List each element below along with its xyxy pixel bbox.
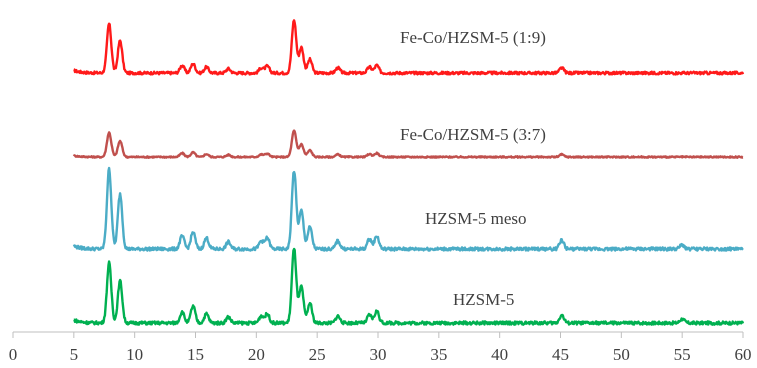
x-tick-label: 5 [70,345,79,364]
series-line-2 [72,129,744,159]
series-line-1 [73,19,745,76]
series-layer [72,19,745,326]
x-tick-label: 50 [613,345,630,364]
x-axis: 0 5 10 15 20 25 30 35 40 45 50 55 60 [9,331,752,364]
series-label-1: Fe-Co/HZSM-5 (1:9) [400,28,546,47]
x-tick-label: 45 [552,345,569,364]
series-label-4: HZSM-5 [453,290,514,309]
x-tick-label: 60 [735,345,752,364]
series-line-4 [73,247,745,326]
series-label-layer: Fe-Co/HZSM-5 (1:9) Fe-Co/HZSM-5 (3:7) HZSM… [400,28,546,309]
series-line-3 [72,166,744,252]
x-tick-label: 35 [430,345,447,364]
series-label-3: HZSM-5 meso [425,209,527,228]
x-tick-label: 0 [9,345,18,364]
x-tick-label: 25 [309,345,326,364]
series-label-2: Fe-Co/HZSM-5 (3:7) [400,125,546,144]
x-tick-label: 20 [248,345,265,364]
x-tick-label: 15 [187,345,204,364]
x-tick-label: 10 [126,345,143,364]
x-tick-label: 30 [370,345,387,364]
x-tick-label: 55 [674,345,691,364]
x-tick-label: 40 [491,345,508,364]
